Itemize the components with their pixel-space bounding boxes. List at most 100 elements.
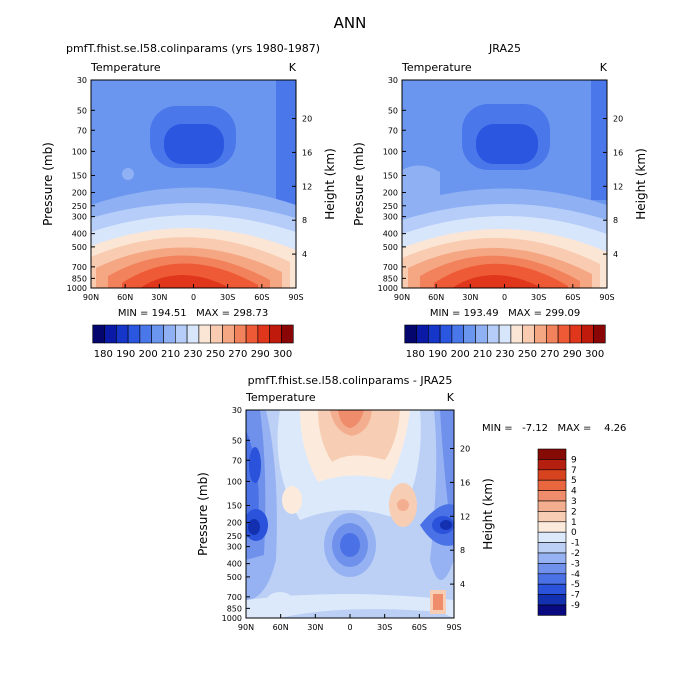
x-tick-label: 30S	[220, 293, 235, 302]
panel1-contours	[91, 80, 296, 288]
colorbar-label: -7	[571, 591, 580, 601]
colorbar-label: 230	[495, 349, 514, 360]
colorbar-label: 7	[571, 466, 577, 476]
y-tick-label: 500	[72, 243, 87, 252]
colorbar-label: 270	[540, 349, 559, 360]
height-tick-label: 12	[460, 512, 470, 521]
colorbar-swatch	[486, 324, 500, 344]
figure-title: ANN	[334, 14, 367, 32]
y-tick-label: 300	[72, 213, 87, 222]
colorbar-label: 230	[183, 349, 202, 360]
colorbar-swatch	[522, 324, 535, 344]
x-tick-label: 90S	[288, 293, 303, 302]
y-tick-label: 1000	[67, 284, 87, 293]
colorbar-label: -3	[571, 559, 580, 569]
colorbar-swatch	[498, 324, 512, 344]
y-tick-label: 400	[383, 230, 398, 239]
panel2-right-label: Height (km)	[634, 148, 648, 219]
x-tick-label: 0	[347, 623, 352, 632]
x-tick-label: 30N	[307, 623, 323, 632]
panel2-title: JRA25	[488, 42, 521, 55]
y-tick-label: 300	[383, 213, 398, 222]
y-tick-label: 300	[227, 543, 242, 552]
y-tick-label: 50	[232, 436, 242, 445]
colorbar-label: 3	[571, 497, 577, 507]
y-tick-label: 70	[77, 126, 87, 135]
colorbar-label: -5	[571, 580, 580, 590]
panel1-x-ticks: 90N 60N 30N 0 30S 60S 90S	[83, 284, 304, 302]
colorbar-swatch	[537, 583, 567, 595]
colorbar-swatch	[404, 324, 417, 344]
y-tick-label: 850	[383, 274, 398, 283]
height-tick-label: 16	[613, 148, 623, 157]
colorbar-label: 190	[116, 349, 135, 360]
colorbar-swatch	[534, 324, 547, 344]
panel3-stats: MIN = -7.12 MAX = 4.26	[482, 423, 626, 434]
y-tick-label: 700	[227, 593, 242, 602]
panel3-contours	[246, 410, 454, 618]
colorbar-swatch	[537, 604, 567, 616]
colorbar-swatch	[537, 563, 567, 575]
panel1-left-label: Temperature	[90, 61, 161, 74]
colorbar-swatch	[245, 324, 259, 344]
y-tick-label: 70	[232, 456, 242, 465]
height-tick-label: 12	[613, 182, 623, 191]
colorbar-label: 210	[473, 349, 492, 360]
height-tick-label: 4	[613, 250, 618, 259]
colorbar-label: 180	[406, 349, 425, 360]
y-tick-label: 250	[383, 202, 398, 211]
y-tick-label: 70	[388, 126, 398, 135]
y-tick-label: 1000	[222, 614, 242, 623]
colorbar-swatch	[537, 511, 567, 523]
colorbar-swatch	[281, 324, 294, 344]
panel2-contours	[402, 80, 607, 288]
y-tick-label: 150	[227, 501, 242, 510]
panel1-height-ticks: 4 8 12 16 20	[292, 115, 312, 259]
y-tick-label: 200	[227, 519, 242, 528]
colorbar-swatch	[210, 324, 223, 344]
x-tick-label: 60S	[565, 293, 580, 302]
colorbar-swatch	[151, 324, 164, 344]
colorbar-swatch	[257, 324, 270, 344]
colorbar-label: 5	[571, 476, 577, 486]
x-tick-label: 60N	[273, 623, 289, 632]
colorbar-swatch	[116, 324, 129, 344]
colorbar-swatch	[537, 459, 567, 471]
panel1-stats: MIN = 194.51 MAX = 298.73	[118, 308, 268, 319]
colorbar-swatch	[545, 324, 559, 344]
x-tick-label: 0	[191, 293, 196, 302]
colorbar-label: 270	[228, 349, 247, 360]
colorbar-swatch	[92, 324, 105, 344]
panel-difference: pmfT.fhist.se.l58.colinparams - JRA25 Te…	[196, 374, 626, 632]
colorbar-swatch	[537, 521, 567, 533]
colorbar-swatch	[537, 542, 567, 554]
colorbar-label: 1	[571, 518, 577, 528]
height-tick-label: 20	[613, 115, 623, 124]
colorbar-swatch	[139, 324, 152, 344]
panel3-right-label: Height (km)	[481, 478, 495, 549]
y-tick-label: 250	[72, 202, 87, 211]
colorbar-swatch	[537, 490, 567, 502]
panel2-units: K	[600, 61, 608, 74]
panel1-right-label: Height (km)	[323, 148, 337, 219]
colorbar-swatch	[537, 500, 567, 512]
height-tick-label: 8	[460, 546, 465, 555]
panel3-left-label: Temperature	[245, 391, 316, 404]
colorbar-swatch	[269, 324, 282, 344]
colorbar-label: 300	[585, 349, 604, 360]
colorbar-panel2: 180 190 200 210 230 250 270 290 300	[404, 324, 606, 360]
colorbar-label: 2	[571, 507, 577, 517]
colorbar-label: 300	[273, 349, 292, 360]
panel2-x-ticks: 90N 60N 30N 0 30S 60S 90S	[394, 284, 615, 302]
colorbar-label: 200	[139, 349, 158, 360]
colorbar-label: -9	[571, 601, 580, 611]
panel2-stats: MIN = 193.49 MAX = 299.09	[430, 308, 580, 319]
height-tick-label: 8	[302, 216, 307, 225]
y-tick-label: 700	[72, 263, 87, 272]
y-tick-label: 50	[388, 106, 398, 115]
colorbar-label: 0	[571, 528, 577, 538]
colorbar-swatch	[175, 324, 188, 344]
